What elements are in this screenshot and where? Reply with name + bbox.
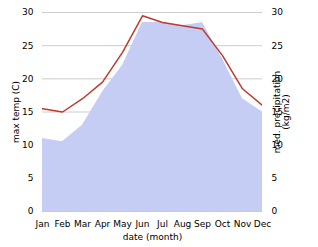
svg-text:25: 25 — [22, 41, 33, 51]
svg-text:5: 5 — [28, 173, 34, 183]
svg-text:10: 10 — [22, 140, 34, 150]
svg-text:5: 5 — [272, 173, 278, 183]
svg-text:med. precipitation(kg/m2): med. precipitation(kg/m2) — [272, 71, 291, 153]
svg-text:0: 0 — [272, 206, 278, 216]
svg-text:30: 30 — [22, 7, 34, 17]
svg-text:25: 25 — [272, 41, 283, 51]
svg-text:Jan: Jan — [35, 219, 50, 229]
svg-text:date (month): date (month) — [123, 232, 182, 242]
svg-text:May: May — [113, 219, 132, 229]
svg-text:20: 20 — [22, 74, 34, 84]
svg-text:Mar: Mar — [74, 219, 91, 229]
svg-text:Jun: Jun — [134, 219, 149, 229]
svg-text:Dec: Dec — [254, 219, 271, 229]
svg-text:30: 30 — [272, 7, 284, 17]
svg-text:Oct: Oct — [215, 219, 231, 229]
svg-text:15: 15 — [22, 107, 33, 117]
svg-text:Apr: Apr — [95, 219, 111, 229]
svg-text:Feb: Feb — [55, 219, 71, 229]
svg-text:0: 0 — [28, 206, 34, 216]
svg-text:max temp (C): max temp (C) — [11, 81, 21, 143]
svg-text:Sep: Sep — [194, 219, 211, 229]
svg-text:Aug: Aug — [174, 219, 192, 229]
svg-text:Jul: Jul — [156, 219, 168, 229]
svg-text:Nov: Nov — [234, 219, 252, 229]
